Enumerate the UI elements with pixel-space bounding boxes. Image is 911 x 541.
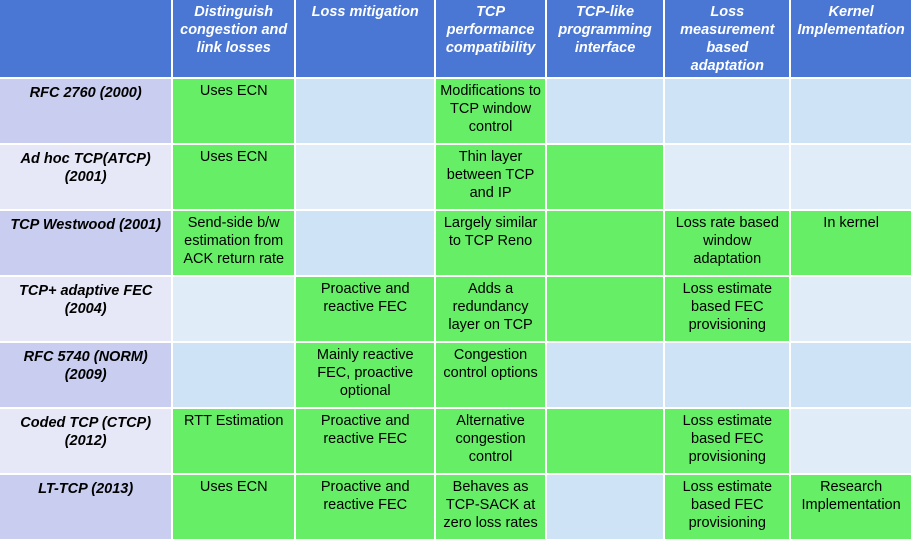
table-cell: Loss estimate based FEC provisioning: [665, 475, 790, 539]
header-corner: [0, 0, 172, 77]
row-label: TCP+ adaptive FEC (2004): [0, 277, 172, 341]
table-cell: [791, 409, 911, 473]
table-cell: [665, 145, 790, 209]
table-cell: Uses ECN: [173, 79, 295, 143]
table-cell: [546, 343, 664, 407]
table-cell: [296, 79, 435, 143]
table-cell: [546, 211, 664, 275]
header-loss-mitigation: Loss mitigation: [296, 0, 435, 77]
table-cell: [546, 145, 664, 209]
table-row: LT-TCP (2013) Uses ECN Proactive and rea…: [0, 475, 911, 539]
table-cell: RTT Estimation: [173, 409, 295, 473]
table-cell: [791, 343, 911, 407]
table-row: TCP Westwood (2001) Send-side b/w estima…: [0, 211, 911, 275]
table-cell: Loss rate based window adaptation: [665, 211, 790, 275]
header-programming-interface: TCP-like programming interface: [546, 0, 664, 77]
table-cell: [665, 79, 790, 143]
table-cell: [296, 145, 435, 209]
table-cell: [791, 277, 911, 341]
table-cell: Proactive and reactive FEC: [296, 277, 435, 341]
row-label: Ad hoc TCP(ATCP) (2001): [0, 145, 172, 209]
row-label: TCP Westwood (2001): [0, 211, 172, 275]
header-distinguish-losses: Distinguish congestion and link losses: [173, 0, 295, 77]
table-cell: [296, 211, 435, 275]
table-row: Coded TCP (CTCP) (2012) RTT Estimation P…: [0, 409, 911, 473]
table-cell: Loss estimate based FEC provisioning: [665, 409, 790, 473]
table-cell: Loss estimate based FEC provisioning: [665, 277, 790, 341]
table-cell: Modifications to TCP window control: [436, 79, 545, 143]
table-row: RFC 2760 (2000) Uses ECN Modifications t…: [0, 79, 911, 143]
table-cell: Alternative congestion control: [436, 409, 545, 473]
table-cell: [665, 343, 790, 407]
table-cell: Thin layer between TCP and IP: [436, 145, 545, 209]
table-row: TCP+ adaptive FEC (2004) Proactive and r…: [0, 277, 911, 341]
table-cell: [546, 79, 664, 143]
table-cell: Uses ECN: [173, 145, 295, 209]
row-label: LT-TCP (2013): [0, 475, 172, 539]
table-cell: Proactive and reactive FEC: [296, 475, 435, 539]
table-row: Ad hoc TCP(ATCP) (2001) Uses ECN Thin la…: [0, 145, 911, 209]
table-cell: Largely similar to TCP Reno: [436, 211, 545, 275]
table-cell: [791, 79, 911, 143]
table-cell: Uses ECN: [173, 475, 295, 539]
table-cell: Behaves as TCP-SACK at zero loss rates: [436, 475, 545, 539]
table-cell: [546, 409, 664, 473]
table-cell: Send-side b/w estimation from ACK return…: [173, 211, 295, 275]
header-row: Distinguish congestion and link losses L…: [0, 0, 911, 77]
row-label: Coded TCP (CTCP) (2012): [0, 409, 172, 473]
table-cell: [546, 277, 664, 341]
row-label: RFC 2760 (2000): [0, 79, 172, 143]
table-cell: [791, 145, 911, 209]
header-kernel-implementation: Kernel Implementation: [791, 0, 911, 77]
table-cell: Proactive and reactive FEC: [296, 409, 435, 473]
table-cell: [546, 475, 664, 539]
table-cell: In kernel: [791, 211, 911, 275]
header-loss-adaptation: Loss measurement based adaptation: [665, 0, 790, 77]
table-cell: Mainly reactive FEC, proactive optional: [296, 343, 435, 407]
table-cell: [173, 343, 295, 407]
table-cell: [173, 277, 295, 341]
table-row: RFC 5740 (NORM) (2009) Mainly reactive F…: [0, 343, 911, 407]
table-cell: Adds a redundancy layer on TCP: [436, 277, 545, 341]
table-cell: Research Implementation: [791, 475, 911, 539]
table-cell: Congestion control options: [436, 343, 545, 407]
row-label: RFC 5740 (NORM) (2009): [0, 343, 172, 407]
header-tcp-compatibility: TCP performance compatibility: [436, 0, 545, 77]
